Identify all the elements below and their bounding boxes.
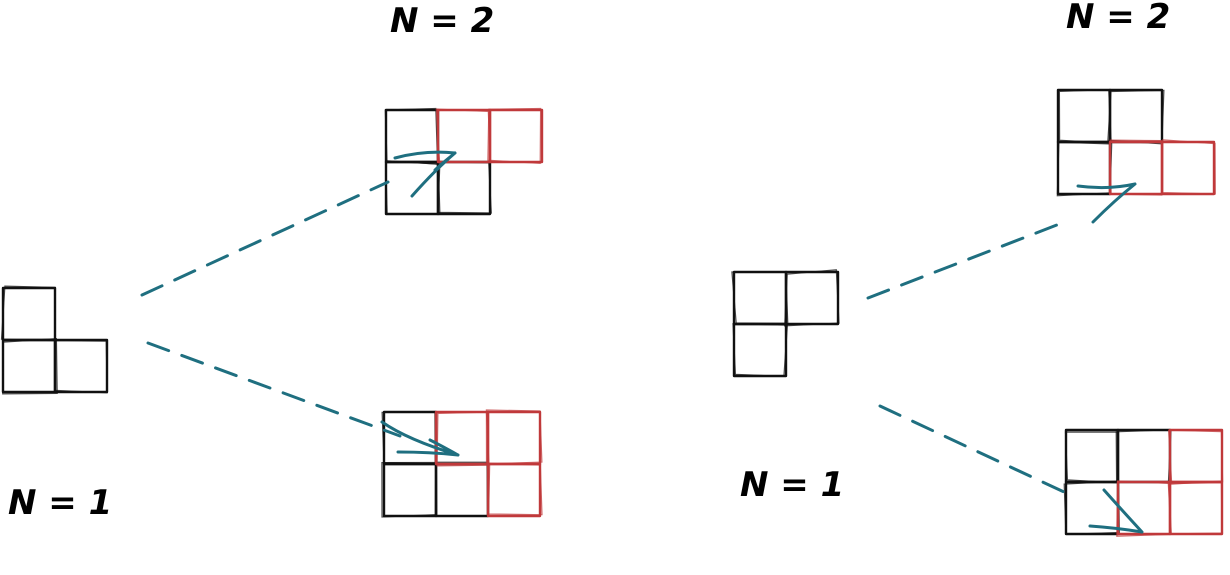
label-right-n2: N = 2 — [1066, 0, 1170, 37]
square-sketch-stroke — [1167, 429, 1224, 485]
square-sketch-stroke — [732, 323, 789, 377]
arrowhead-right-bottom — [1088, 488, 1144, 534]
existing-square — [732, 322, 788, 378]
existing-square — [1056, 88, 1112, 144]
square-sketch-stroke — [487, 462, 543, 516]
square-sketch-stroke — [1107, 89, 1165, 145]
square-sketch-stroke — [1063, 480, 1120, 536]
square-sketch-stroke — [434, 461, 489, 517]
added-square — [1116, 480, 1172, 536]
square-sketch-stroke — [53, 339, 108, 394]
existing-square — [382, 462, 438, 518]
arrowhead-right-top — [1076, 182, 1137, 224]
existing-square — [1064, 428, 1120, 484]
arrow-left-top — [140, 180, 390, 297]
added-square — [486, 410, 542, 466]
label-left-n2: N = 2 — [390, 1, 494, 41]
arrow-right-bottom — [878, 404, 1066, 494]
left-top-tetromino — [384, 107, 544, 216]
square-sketch-stroke — [1167, 481, 1223, 535]
right-top-tetromino — [1056, 88, 1216, 197]
existing-square — [784, 270, 840, 326]
square-sketch-stroke — [731, 271, 789, 325]
arrow-right-top — [866, 221, 1064, 300]
square-sketch-stroke — [381, 461, 438, 518]
label-right-n1: N = 1 — [740, 465, 844, 505]
existing-square — [384, 160, 440, 216]
left-l-tromino — [0, 285, 109, 395]
existing-square — [436, 160, 492, 216]
square-sketch-stroke — [0, 285, 56, 342]
added-square — [488, 108, 544, 164]
left-bottom-tetromino — [381, 409, 543, 518]
added-square — [436, 108, 492, 164]
square-sketch-stroke — [384, 160, 441, 216]
added-square — [486, 462, 542, 518]
square-sketch-stroke — [437, 161, 492, 214]
square-sketch-stroke — [1058, 89, 1112, 144]
square-sketch-stroke — [1161, 139, 1216, 195]
square-sketch-stroke — [1115, 429, 1172, 484]
existing-square — [1108, 88, 1164, 144]
square-sketch-stroke — [1064, 431, 1119, 484]
square-sketch-stroke — [487, 107, 542, 165]
existing-square — [1, 338, 57, 394]
existing-square — [53, 338, 109, 394]
arrowhead-left-top — [393, 150, 457, 198]
existing-square — [1116, 428, 1172, 484]
arrow-left-bottom — [146, 341, 402, 438]
transition-arrows — [140, 180, 1066, 494]
existing-square — [434, 462, 490, 518]
label-left-n1: N = 1 — [8, 483, 112, 523]
added-square — [1168, 428, 1224, 484]
right-bottom-tetromino — [1063, 428, 1224, 537]
existing-square — [732, 270, 788, 326]
right-gamma-tromino — [731, 269, 840, 378]
square-sketch-stroke — [436, 411, 490, 467]
arrowheads — [380, 150, 1144, 534]
arrowhead-left-bottom — [380, 420, 460, 457]
square-sketch-stroke — [2, 337, 58, 395]
existing-square — [1, 286, 57, 342]
square-sketch-stroke — [784, 269, 840, 327]
added-square — [1160, 140, 1216, 196]
square-sketch-stroke — [435, 108, 491, 163]
square-sketch-stroke — [1116, 480, 1172, 537]
added-square — [1168, 480, 1224, 536]
square-sketch-stroke — [485, 409, 543, 465]
added-square — [434, 410, 490, 466]
